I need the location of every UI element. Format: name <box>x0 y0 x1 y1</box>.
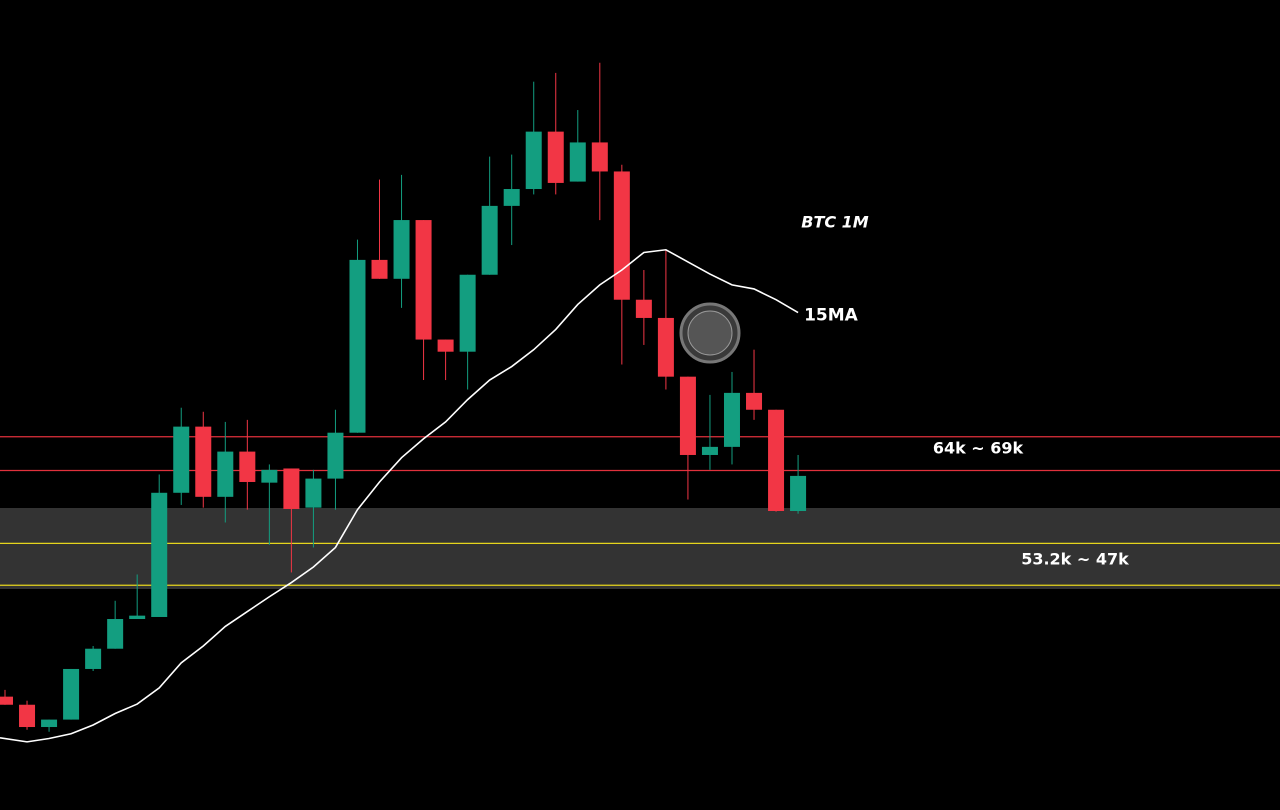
candle-body <box>613 171 630 300</box>
candle-body <box>85 648 102 669</box>
candle-body <box>746 392 763 410</box>
candle-body <box>107 619 124 649</box>
candle-body <box>591 142 608 172</box>
candle-body <box>349 259 366 433</box>
candle-body <box>657 317 674 377</box>
candle-body <box>129 615 146 620</box>
candle-body <box>525 131 542 190</box>
candle-body <box>723 392 740 447</box>
candle-body <box>371 259 388 279</box>
zone-label: 64k ~ 69k <box>933 439 1024 458</box>
candle-body <box>41 719 58 728</box>
candle-body <box>19 704 36 728</box>
candle-body <box>481 205 498 275</box>
candle-body <box>790 475 807 512</box>
candle-body <box>217 451 234 497</box>
candle-body <box>569 142 586 182</box>
support-band <box>0 508 1280 589</box>
ma-line <box>0 248 799 743</box>
candle-body <box>503 189 520 206</box>
candle-body <box>0 696 13 705</box>
candle-body <box>283 468 300 509</box>
candle-body <box>195 426 212 497</box>
ma-label: 15MA <box>804 306 859 326</box>
candle-body <box>261 469 278 483</box>
candle-body <box>679 376 696 455</box>
watermark <box>679 302 741 364</box>
candle-body <box>415 220 432 340</box>
candle-body <box>437 339 454 352</box>
zone-label: 53.2k ~ 47k <box>1021 550 1129 569</box>
candle-body <box>327 432 344 479</box>
candle-body <box>151 492 168 617</box>
candle-body <box>305 478 322 508</box>
candle-body <box>547 131 564 183</box>
candle-body <box>393 220 410 279</box>
candle-body <box>63 668 80 720</box>
candle-body <box>239 451 256 482</box>
candle-body <box>701 446 718 455</box>
candle-body <box>459 274 476 352</box>
candle-body <box>635 299 652 318</box>
candle-body <box>768 409 785 512</box>
candle-body <box>173 426 190 493</box>
chart-title: BTC 1M <box>801 213 869 232</box>
